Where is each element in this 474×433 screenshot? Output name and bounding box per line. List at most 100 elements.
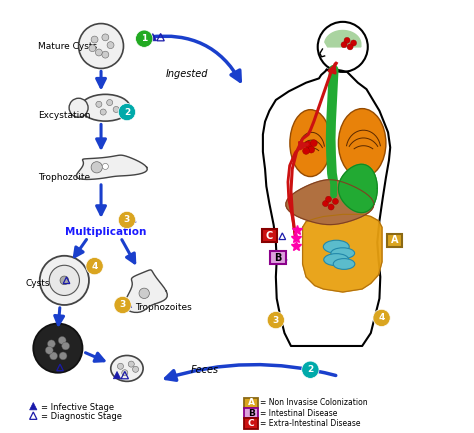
FancyBboxPatch shape [244, 408, 258, 418]
Text: 3: 3 [124, 216, 130, 224]
Circle shape [302, 361, 319, 378]
Ellipse shape [81, 94, 130, 121]
Circle shape [328, 204, 334, 210]
Circle shape [310, 140, 317, 147]
FancyArrowPatch shape [149, 36, 240, 81]
Circle shape [49, 265, 80, 295]
Text: C: C [266, 231, 273, 241]
Text: A: A [248, 398, 255, 407]
Circle shape [59, 352, 67, 360]
Circle shape [114, 296, 131, 313]
Text: Feces: Feces [191, 365, 219, 375]
Circle shape [344, 37, 350, 43]
Text: Multiplication: Multiplication [64, 226, 146, 236]
Polygon shape [149, 33, 156, 41]
Circle shape [373, 309, 390, 326]
Text: B: B [248, 409, 255, 418]
FancyBboxPatch shape [244, 418, 258, 429]
Text: 4: 4 [378, 313, 385, 323]
Text: 4: 4 [91, 262, 98, 271]
FancyBboxPatch shape [387, 234, 402, 247]
Circle shape [128, 361, 134, 367]
Circle shape [102, 51, 109, 58]
FancyBboxPatch shape [244, 398, 258, 408]
Circle shape [58, 336, 66, 344]
Circle shape [118, 103, 136, 121]
Circle shape [347, 44, 353, 50]
Circle shape [91, 162, 102, 173]
Text: = Intestinal Disease: = Intestinal Disease [260, 409, 337, 418]
Circle shape [40, 256, 89, 305]
Circle shape [113, 107, 119, 113]
Text: = Non Invasise Colonization: = Non Invasise Colonization [260, 398, 367, 407]
Circle shape [96, 101, 102, 107]
Ellipse shape [324, 254, 349, 266]
Circle shape [107, 100, 113, 106]
Circle shape [341, 42, 347, 48]
Polygon shape [286, 180, 374, 225]
Text: B: B [274, 252, 282, 262]
Circle shape [133, 366, 138, 372]
Circle shape [308, 146, 315, 153]
Text: A: A [391, 235, 398, 245]
Circle shape [46, 346, 53, 354]
Circle shape [118, 211, 136, 229]
Polygon shape [29, 403, 37, 410]
Circle shape [95, 49, 102, 56]
Circle shape [326, 196, 331, 202]
Text: Cysts: Cysts [26, 279, 50, 288]
Text: 2: 2 [124, 107, 130, 116]
Circle shape [62, 342, 70, 350]
Text: Trophozoites: Trophozoites [136, 303, 192, 312]
Circle shape [50, 352, 57, 360]
Circle shape [332, 198, 338, 204]
Circle shape [89, 45, 96, 52]
Circle shape [122, 370, 128, 376]
Text: = Infective Stage: = Infective Stage [41, 403, 114, 412]
Text: Ingested: Ingested [166, 69, 209, 79]
Circle shape [139, 288, 149, 298]
Polygon shape [338, 164, 377, 213]
Polygon shape [325, 30, 361, 47]
Ellipse shape [331, 248, 355, 259]
Circle shape [136, 30, 153, 47]
Text: C: C [248, 419, 255, 428]
Circle shape [107, 42, 114, 48]
Polygon shape [263, 70, 390, 346]
Text: 2: 2 [307, 365, 313, 374]
Polygon shape [113, 372, 121, 379]
Circle shape [302, 148, 310, 154]
Text: = Extra-Intestinal Disease: = Extra-Intestinal Disease [260, 419, 360, 428]
Text: 1: 1 [141, 34, 147, 43]
Text: Trophozoite: Trophozoite [38, 173, 91, 182]
Circle shape [33, 323, 82, 373]
FancyBboxPatch shape [262, 229, 277, 242]
Circle shape [102, 34, 109, 41]
Circle shape [47, 340, 55, 348]
Circle shape [267, 311, 284, 329]
Circle shape [79, 23, 124, 68]
Circle shape [322, 200, 328, 207]
Circle shape [118, 363, 124, 369]
Ellipse shape [333, 259, 355, 269]
FancyBboxPatch shape [270, 251, 286, 264]
Circle shape [60, 276, 69, 284]
Circle shape [350, 40, 356, 46]
Ellipse shape [290, 110, 331, 177]
Circle shape [69, 98, 88, 117]
Text: 3: 3 [273, 316, 279, 325]
Circle shape [305, 141, 312, 148]
Circle shape [100, 109, 106, 115]
Polygon shape [76, 155, 147, 179]
Text: 3: 3 [119, 301, 126, 310]
Circle shape [318, 22, 368, 72]
Ellipse shape [111, 355, 143, 381]
FancyArrowPatch shape [165, 365, 336, 380]
Text: Mature Cysts: Mature Cysts [38, 42, 98, 51]
Polygon shape [125, 270, 167, 313]
Ellipse shape [323, 240, 349, 253]
Text: = Diagnostic Stage: = Diagnostic Stage [41, 412, 122, 421]
Circle shape [86, 258, 103, 275]
Polygon shape [302, 214, 382, 292]
Circle shape [91, 36, 98, 43]
